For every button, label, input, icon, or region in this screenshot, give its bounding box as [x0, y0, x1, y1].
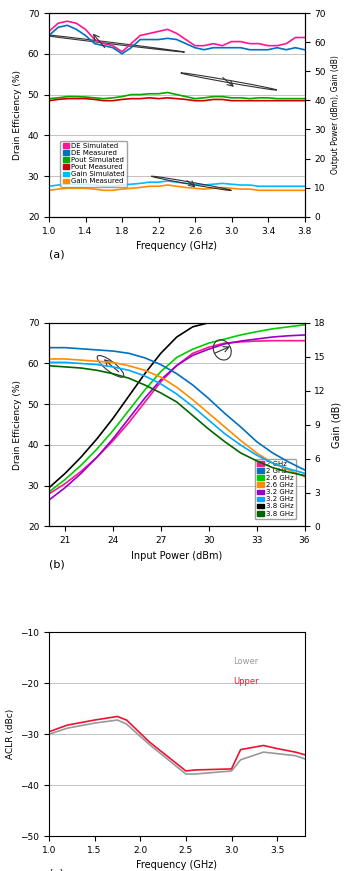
Text: (c): (c)	[49, 869, 64, 871]
Text: (b): (b)	[49, 559, 65, 570]
Upper	[293, 747, 298, 758]
Text: Lower: Lower	[233, 657, 258, 665]
Legend: DE Simulated, DE Measured, Pout Simulated, Pout Measured, Gain Simulated, Gain M: DE Simulated, DE Measured, Pout Simulate…	[60, 141, 127, 187]
Text: (a): (a)	[49, 250, 65, 260]
Upper	[229, 764, 233, 774]
Lower	[147, 739, 152, 750]
Lower	[293, 751, 298, 761]
Lower	[275, 748, 279, 759]
X-axis label: Input Power (dBm): Input Power (dBm)	[131, 550, 222, 561]
Legend: 2 GHz, 2 GHz, 2.6 GHz, 2.6 GHz, 3.2 GHz, 3.2 GHz, 3.8 GHz, 3.8 GHz: 2 GHz, 2 GHz, 2.6 GHz, 2.6 GHz, 3.2 GHz,…	[255, 459, 296, 519]
Lower	[125, 719, 129, 729]
Upper	[184, 766, 188, 776]
Upper	[125, 715, 129, 726]
Upper	[92, 715, 97, 726]
Y-axis label: Output Power (dBm), Gain (dB): Output Power (dBm), Gain (dB)	[331, 56, 340, 174]
Lower	[65, 723, 69, 733]
Lower	[184, 769, 188, 780]
Lower	[193, 769, 197, 780]
Y-axis label: Drain Efficiency (%): Drain Efficiency (%)	[13, 70, 22, 160]
Lower	[261, 747, 266, 758]
Lower	[47, 729, 51, 739]
Upper	[147, 737, 152, 747]
Lower	[239, 754, 243, 765]
X-axis label: Frequency (GHz): Frequency (GHz)	[136, 241, 217, 251]
Upper	[116, 712, 120, 722]
Line: Lower: Lower	[49, 720, 304, 774]
Upper	[302, 749, 307, 760]
Lower	[229, 766, 233, 776]
Lower	[302, 753, 307, 764]
Lower	[116, 715, 120, 726]
Upper	[193, 765, 197, 775]
Y-axis label: Gain (dB): Gain (dB)	[331, 402, 341, 448]
X-axis label: Frequency (GHz): Frequency (GHz)	[136, 861, 217, 870]
Upper	[65, 720, 69, 731]
Text: Upper: Upper	[233, 678, 259, 686]
Lower	[92, 718, 97, 728]
Y-axis label: ACLR (dBc): ACLR (dBc)	[6, 709, 15, 760]
Y-axis label: Drain Efficiency (%): Drain Efficiency (%)	[13, 380, 22, 469]
Upper	[47, 726, 51, 737]
Upper	[261, 740, 266, 751]
Upper	[239, 745, 243, 755]
Line: Upper: Upper	[49, 717, 304, 771]
Upper	[275, 743, 279, 753]
